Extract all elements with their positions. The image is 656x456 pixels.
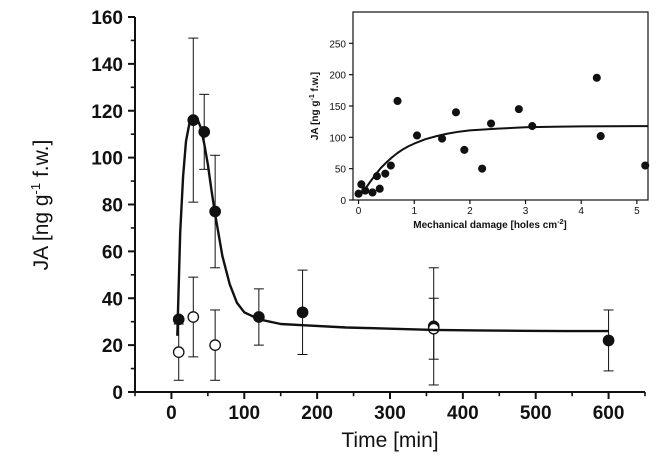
inset-x-tick-label: 0 <box>356 206 362 217</box>
inset-point-filled <box>460 145 469 154</box>
main-point-filled <box>602 334 615 347</box>
inset-point-filled <box>478 164 487 173</box>
inset-point-filled <box>596 132 605 141</box>
inset-y-tick-label: 100 <box>329 133 346 144</box>
inset-y-tick-label: 0 <box>340 196 346 207</box>
inset-point-filled <box>486 119 496 128</box>
inset-point-filled <box>375 184 384 193</box>
main-point-filled <box>296 306 309 319</box>
inset-y-axis-label: JA [ng g-1 f.w.] <box>309 72 321 140</box>
main-y-axis-label: JA [ng g-1 f.w.] <box>28 140 53 271</box>
main-y-tick-label: 160 <box>91 8 123 29</box>
inset-x-tick-label: 1 <box>411 206 417 217</box>
inset-point-filled <box>451 108 461 117</box>
inset-fit-line <box>357 125 649 198</box>
inset-x-tick-label: 5 <box>634 206 640 217</box>
inset-point-filled <box>641 161 650 170</box>
main-y-tick-label: 40 <box>102 289 123 310</box>
main-y-tick-label: 140 <box>91 55 123 76</box>
inset-point-filled <box>514 105 523 114</box>
main-y-tick-label: 120 <box>91 102 123 123</box>
main-x-tick-label: 200 <box>301 403 333 424</box>
inset-frame <box>352 11 649 201</box>
main-y-tick-label: 80 <box>102 196 123 217</box>
main-point-open <box>172 346 185 359</box>
inset-point-filled <box>592 73 601 82</box>
inset-point-filled <box>357 180 366 189</box>
main-y-tick-label: 100 <box>91 149 123 170</box>
main-x-tick-label: 100 <box>228 403 260 424</box>
main-x-axis-label: Time [min] <box>341 429 438 452</box>
inset-point-filled <box>393 96 402 106</box>
inset-y-tick-label: 200 <box>329 71 346 82</box>
inset-point-filled <box>386 161 395 170</box>
inset-y-tick-label: 250 <box>329 39 346 50</box>
main-x-tick-label: 300 <box>374 403 406 424</box>
inset-x-tick-label: 2 <box>467 206 473 217</box>
main-fit-line <box>176 115 609 336</box>
main-y-tick-label: 0 <box>112 383 123 404</box>
main-x-tick-label: 600 <box>593 403 625 424</box>
main-x-tick-label: 0 <box>166 403 177 424</box>
main-x-tick-label: 400 <box>447 403 479 424</box>
main-point-open <box>209 339 221 351</box>
inset-point-filled <box>412 131 422 140</box>
main-y-tick-label: 60 <box>102 242 123 263</box>
main-x-tick-label: 500 <box>520 403 552 424</box>
main-point-open <box>187 311 200 323</box>
inset-x-tick-label: 4 <box>578 206 584 217</box>
inset-point-filled <box>528 122 537 131</box>
inset-x-tick-label: 3 <box>523 206 529 217</box>
inset-y-tick-label: 50 <box>335 165 347 176</box>
main-y-tick-label: 20 <box>102 336 123 357</box>
inset-y-tick-label: 150 <box>329 102 346 113</box>
inset-point-filled <box>381 169 390 178</box>
inset-point-filled <box>368 188 377 197</box>
inset-x-axis-label: Mechanical damage [holes cm-2] <box>413 219 567 231</box>
